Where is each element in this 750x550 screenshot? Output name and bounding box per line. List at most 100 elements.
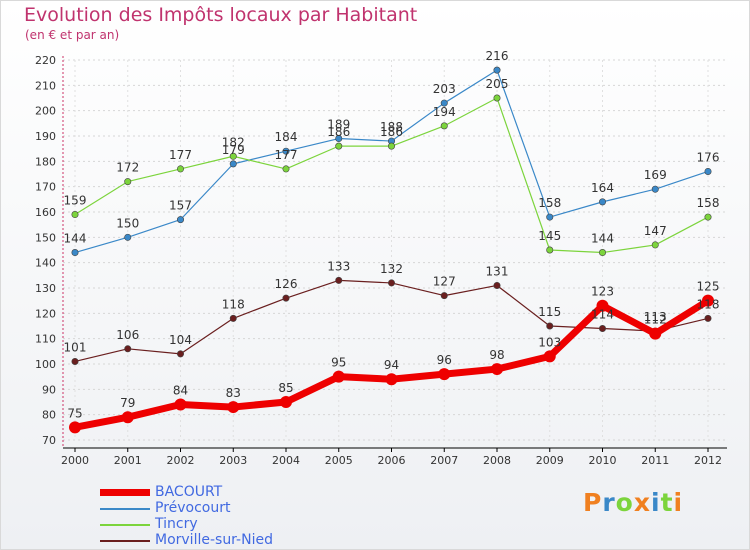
data-point [71,249,79,257]
data-label: 126 [275,277,298,291]
x-tick-label: 2009 [536,454,564,467]
x-tick-label: 2007 [430,454,458,467]
y-tick-label: 140 [35,257,56,270]
legend-item-prevocourt: Prévocourt [100,500,400,516]
data-point [598,249,606,257]
data-label: 115 [538,305,561,319]
proxiti-logo-letter: P [583,488,603,517]
data-label: 157 [169,199,192,213]
chart-subtitle: (en € et par an) [25,28,120,42]
data-label: 101 [64,340,87,354]
data-label: 164 [591,181,614,195]
data-point [702,294,714,307]
x-tick-label: 2011 [641,454,669,467]
data-label: 177 [275,148,298,162]
data-label: 147 [644,224,667,238]
x-tick-label: 2003 [219,454,247,467]
data-point [598,325,606,333]
data-label: 84 [173,384,188,398]
data-label: 85 [278,381,293,395]
data-label: 158 [697,196,720,210]
data-point [596,299,609,312]
data-point [598,198,606,206]
data-point [335,135,343,143]
data-label: 145 [538,229,561,243]
legend-swatch-tincry [100,524,150,526]
data-label: 186 [380,125,403,139]
data-point [438,368,451,381]
legend-item-bacourt: BACOURT [100,484,400,500]
data-label: 144 [591,232,614,246]
data-label: 144 [64,232,87,246]
data-point [229,160,237,168]
data-point [71,357,79,365]
data-label: 127 [433,275,456,289]
data-point [704,213,712,221]
data-label: 159 [64,194,87,208]
data-label: 118 [697,297,720,311]
data-point [332,370,345,383]
data-label: 176 [697,150,720,164]
data-label: 123 [591,285,614,299]
data-label: 188 [380,120,403,134]
legend-item-tincry: Tincry [100,516,400,532]
proxiti-logo-letter: i [673,488,684,517]
data-point [177,350,185,358]
data-point [124,345,132,353]
data-point [335,276,343,284]
data-point [651,241,659,249]
data-label: 205 [486,77,509,91]
proxiti-logo-letter: x [633,488,651,517]
data-label: 125 [697,280,720,294]
x-tick-label: 2010 [589,454,617,467]
data-point [177,165,185,173]
data-point [229,152,237,160]
y-tick-label: 190 [35,130,56,143]
x-tick-label: 2005 [325,454,353,467]
data-label: 104 [169,333,192,347]
data-label: 186 [327,125,350,139]
data-point [387,279,395,287]
y-tick-label: 130 [35,282,56,295]
data-point [493,281,501,289]
data-label: 98 [489,348,504,362]
data-label: 95 [331,356,346,370]
x-tick-label: 2000 [61,454,89,467]
data-point [385,373,398,386]
data-point [69,421,81,434]
y-tick-label: 110 [35,333,56,346]
data-point [174,398,187,411]
legend-item-morville: Morville-sur-Nied [100,532,400,548]
legend-label-tincry: Tincry [155,516,198,532]
data-label: 203 [433,82,456,96]
data-label: 169 [644,168,667,182]
data-point [227,401,240,414]
y-tick-label: 70 [42,434,56,447]
legend-swatch-prevocourt [100,508,150,510]
data-point [121,411,134,424]
data-label: 184 [275,130,298,144]
x-tick-label: 2002 [167,454,195,467]
data-label: 96 [437,353,452,367]
y-tick-label: 200 [35,105,56,118]
chart-title: Evolution des Impôts locaux par Habitant [24,4,418,26]
y-tick-label: 180 [35,155,56,168]
proxiti-logo-letter: t [660,488,674,517]
data-label: 158 [538,196,561,210]
data-point [546,322,554,330]
data-label: 132 [380,262,403,276]
data-point [493,66,501,74]
data-point [282,147,290,155]
y-tick-label: 80 [42,409,56,422]
legend-label-prevocourt: Prévocourt [155,500,231,516]
data-point [280,396,292,408]
data-label: 182 [222,135,245,149]
data-point [335,142,343,150]
x-tick-label: 2008 [483,454,511,467]
y-tick-label: 150 [35,231,56,244]
data-label: 150 [116,216,139,230]
y-tick-label: 170 [35,181,56,194]
data-point [543,350,556,363]
